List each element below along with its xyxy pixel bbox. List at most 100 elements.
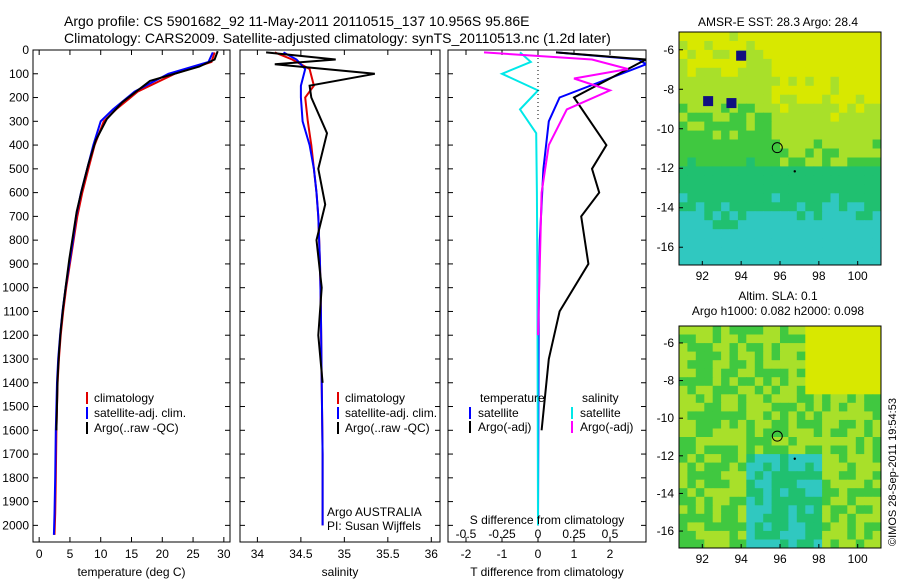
map-cell (771, 488, 781, 498)
map-cell (721, 58, 731, 69)
map-cell (788, 67, 798, 78)
map-cell (687, 385, 697, 395)
series-group (52, 50, 219, 535)
map-cell (855, 445, 865, 455)
map-cell (780, 326, 789, 336)
map-cell (805, 41, 815, 51)
map-cell (780, 377, 789, 387)
map-cell (847, 334, 857, 344)
map-cell (771, 41, 781, 51)
map-cell (813, 121, 823, 132)
map-cell (872, 351, 881, 361)
map-cell (687, 445, 697, 455)
map-cell (864, 85, 874, 96)
map-cell (788, 220, 798, 230)
map-cell (746, 479, 756, 489)
y-tick-label: 1500 (2, 400, 29, 414)
map-cell (771, 539, 781, 548)
map-cell (872, 211, 881, 221)
map-cell (872, 394, 881, 404)
map-cell (872, 488, 881, 498)
map-cell (855, 184, 865, 194)
map-cell (830, 247, 840, 257)
map-cell (687, 148, 697, 158)
map-cell (746, 202, 756, 212)
map-cell (704, 166, 714, 176)
map-cell (679, 103, 688, 114)
y-tick-label: 800 (9, 233, 29, 247)
map-cell (864, 471, 874, 481)
map-cell (712, 175, 722, 185)
map-cell (813, 445, 823, 455)
map-cell (695, 157, 705, 167)
map-cell (872, 220, 881, 230)
map-cell (695, 411, 705, 421)
map-cell (796, 496, 806, 506)
map-cell (695, 184, 705, 194)
map-cell (822, 454, 832, 464)
map-cell (737, 462, 747, 472)
map-cell (679, 58, 688, 69)
map-cell (763, 402, 773, 412)
map-cell (872, 175, 881, 185)
map-cell (712, 67, 722, 78)
map-cell (712, 121, 722, 132)
map-cell (813, 488, 823, 498)
map-cell (763, 513, 773, 523)
series-line (499, 51, 540, 526)
map-cell (780, 202, 789, 212)
map-cell (830, 334, 840, 344)
y-tick-label: -14 (657, 201, 675, 215)
map-cell (679, 360, 688, 370)
map-cell (830, 58, 840, 69)
map-cell (780, 121, 789, 132)
map-cell (737, 211, 747, 221)
map-cell (855, 85, 865, 96)
map-cell (746, 505, 756, 515)
map-cell (729, 175, 739, 185)
map-cell (838, 139, 848, 149)
map-cell (830, 368, 840, 378)
map-cell (679, 175, 688, 185)
map-cell (838, 522, 848, 532)
map-cell (805, 326, 815, 336)
map-cell (695, 76, 705, 87)
map-cell (855, 193, 865, 203)
map-cell (847, 445, 857, 455)
map-cell (830, 67, 840, 78)
map-cell (704, 41, 714, 51)
map-cell (712, 130, 722, 141)
map-cell (712, 419, 722, 429)
map-cell (746, 445, 756, 455)
map-cell (729, 256, 739, 265)
map-cell (805, 175, 815, 185)
map-cell (788, 94, 798, 105)
map-cell (838, 530, 848, 540)
map-cell (746, 184, 756, 194)
map-cell (805, 94, 815, 105)
map-cell (763, 256, 773, 265)
series-group (483, 51, 646, 526)
map-cell (822, 121, 832, 132)
map-cell (822, 360, 832, 370)
map-cell (729, 121, 739, 132)
map-cell (737, 202, 747, 212)
x-tick-label: -2 (461, 547, 472, 561)
map-cell (704, 139, 714, 149)
map-cell (771, 256, 781, 265)
x-tick-label: 100 (848, 269, 868, 283)
x-tick-label: 34.5 (289, 547, 313, 561)
map-cell (729, 488, 739, 498)
map-cell (864, 67, 874, 78)
map-cell (695, 256, 705, 265)
map-cell (813, 368, 823, 378)
map-cell (712, 385, 722, 395)
map-cell (830, 530, 840, 540)
map-cell (704, 67, 714, 78)
map-cell (754, 411, 764, 421)
map-cell (712, 437, 722, 447)
map-cell (847, 166, 857, 176)
map-cell (847, 220, 857, 230)
map-cell (822, 229, 832, 239)
map-cell (704, 385, 714, 395)
